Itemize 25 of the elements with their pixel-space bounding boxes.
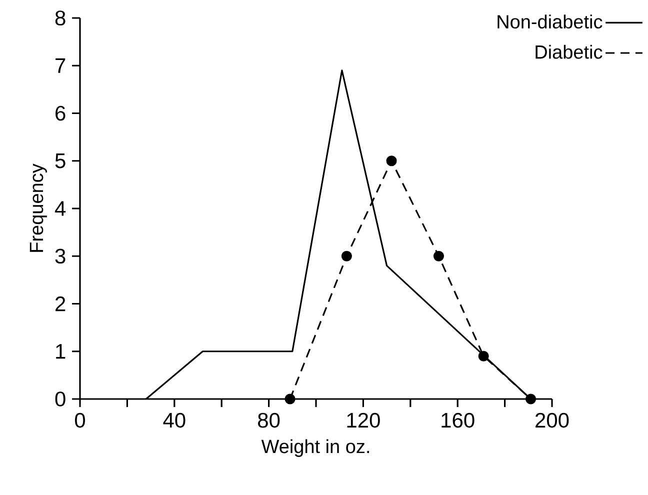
y-tick-label: 6 [56,106,66,121]
y-tick-label: 1 [56,344,66,359]
y-axis-title: Frequency [30,164,47,252]
x-tick-label: 120 [347,412,380,428]
point [478,350,489,362]
x-tick-label: 160 [442,412,474,428]
y-tick-label: 3 [55,248,66,264]
y-tick-label: 5 [55,154,66,168]
point [386,156,397,166]
y-tick-label: 8 [55,10,66,26]
y-tick-label: 0 [55,392,66,406]
point [341,250,352,262]
point [284,394,296,404]
x-tick-label: 40 [163,412,186,428]
y-tick-label: 4 [54,201,66,216]
x-tick-label: 80 [258,412,280,428]
x-axis-title: Weight in oz. [261,439,369,457]
legend-label: Non-diabetic [498,14,602,29]
y-tick-label: 2 [56,296,66,312]
point [525,394,536,404]
point [433,250,444,262]
legend-label: Diabetic [536,44,602,59]
x-tick-label: 200 [536,412,569,428]
x-tick-label: 0 [74,412,86,428]
y-tick-label: 7 [56,58,66,73]
